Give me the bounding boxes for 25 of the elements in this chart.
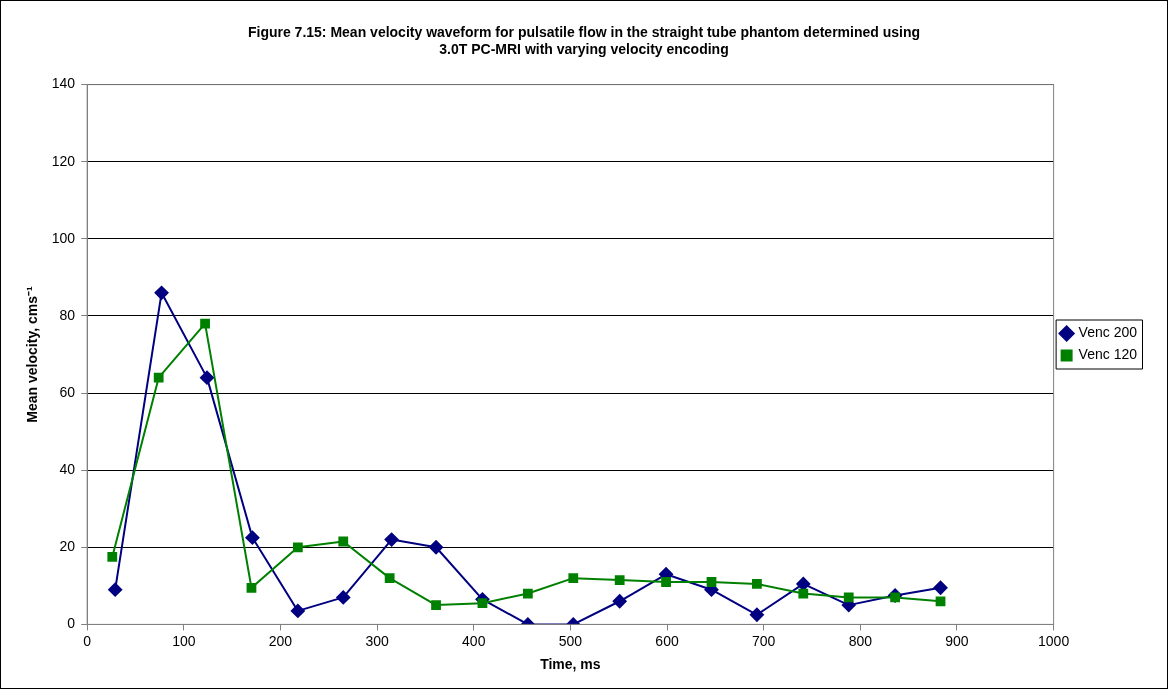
text: Figure 7.15: Mean velocity waveform for pulsatile flow in the straight tube phantom determined using xyxy=(247,24,921,41)
legend-label: Venc 200 xyxy=(1078,324,1138,341)
x-tick-label: 600 xyxy=(655,632,679,649)
x-tick-label: 100 xyxy=(172,632,196,649)
y-tick-label: 20 xyxy=(59,538,76,555)
x-axis-title: Time, ms xyxy=(540,656,601,673)
x-tick-label: 300 xyxy=(365,632,389,649)
x-tick-label: 900 xyxy=(945,632,969,649)
y-tick-label: 140 xyxy=(51,75,76,92)
y-tick-label: 100 xyxy=(51,229,76,246)
x-tick-label: 400 xyxy=(462,632,486,649)
y-tick-label: 120 xyxy=(51,152,76,169)
y-tick-label: 80 xyxy=(59,306,76,323)
x-tick-label: 700 xyxy=(752,632,776,649)
text: 3.0T PC-MRI with varying velocity encoding xyxy=(439,41,729,58)
x-tick-label: 200 xyxy=(268,632,293,649)
y-axis-title: Mean velocity, cms⁻¹ xyxy=(24,286,41,423)
x-tick-label: 800 xyxy=(848,632,873,649)
legend-label: Venc 120 xyxy=(1078,346,1138,363)
y-tick-label: 0 xyxy=(67,615,76,632)
x-tick-label: 500 xyxy=(558,632,583,649)
x-tick-label: 0 xyxy=(83,632,92,649)
x-tick-label: 1000 xyxy=(1038,632,1070,649)
y-tick-label: 40 xyxy=(59,461,76,478)
y-tick-label: 60 xyxy=(59,383,76,400)
